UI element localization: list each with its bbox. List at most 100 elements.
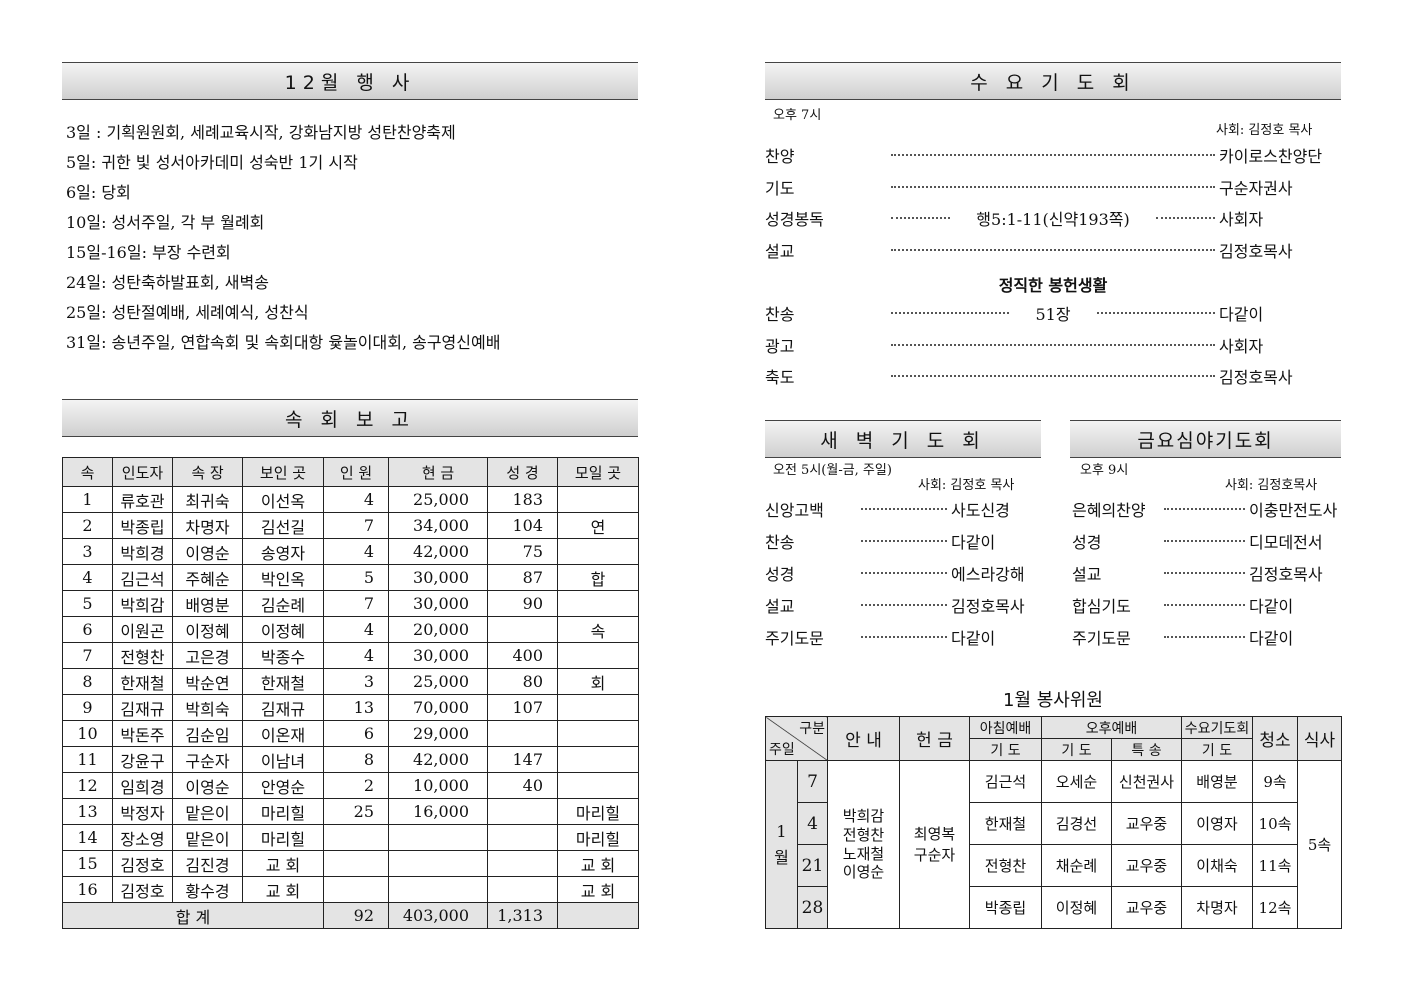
- cell: 전형찬: [112, 642, 173, 669]
- leader-dots: [891, 154, 1215, 156]
- event-item: 24일: 성탄축하발표회, 새벽송: [66, 273, 269, 292]
- order-item: 광고 사회자: [765, 334, 1341, 356]
- table-row: 5 박희감 배영분 김순례 7 30,000 90: [62, 590, 639, 617]
- cell: 황수경: [172, 876, 243, 903]
- cell: 6: [62, 616, 113, 643]
- h-morning: 아침예배: [969, 716, 1042, 739]
- order-label: 설교: [765, 241, 795, 261]
- leader-dots: [891, 248, 1215, 251]
- day-cell: 4: [797, 802, 828, 845]
- cell: 107: [487, 694, 558, 721]
- order-item: 주기도문 다같이: [765, 626, 1041, 648]
- cell: 마리힐: [242, 798, 324, 825]
- table-row: 6 이원곤 이정혜 이정혜 4 20,000 속: [62, 616, 639, 643]
- order-item: 신앙고백 사도신경: [765, 498, 1041, 520]
- table-row: 21 전형찬 채순례 교우중 이채숙 11속: [766, 844, 1342, 887]
- friday-time: 오후 9시: [1080, 463, 1129, 478]
- order-item: 성경 디모데전서: [1072, 530, 1341, 552]
- h-clean: 청소: [1252, 716, 1298, 761]
- order-label: 성경: [765, 565, 795, 584]
- order-label: 성경봉독: [765, 210, 824, 229]
- cell: 400: [487, 642, 558, 669]
- cell: 한재철: [242, 668, 324, 695]
- leader-dots: [1164, 636, 1245, 638]
- clean-cell: 10속: [1252, 802, 1298, 845]
- cell: 6: [323, 720, 389, 747]
- cell: 4: [323, 616, 389, 643]
- h-wed: 수요기도회: [1181, 716, 1253, 739]
- leader-dots: [861, 572, 947, 574]
- event-item: 5일: 귀한 빛 성서아카데미 성숙반 1기 시작: [66, 153, 358, 172]
- morning-cell: 박종립: [969, 886, 1042, 929]
- cell: 25,000: [388, 486, 488, 513]
- corner-cell: 구분 주일: [765, 716, 828, 761]
- order-item: 찬송 다같이: [765, 530, 1041, 552]
- col-header: 속: [62, 457, 113, 487]
- cell: 배영분: [172, 590, 243, 617]
- cell: [557, 746, 639, 773]
- cell: 구순자: [172, 746, 243, 773]
- cell: 5: [62, 590, 113, 617]
- cell: 이선옥: [242, 486, 324, 513]
- total-offering: 403,000: [388, 902, 488, 929]
- cell: 40: [487, 772, 558, 799]
- cell: 최귀숙: [172, 486, 243, 513]
- cell: 90: [487, 590, 558, 617]
- cell: 장소영: [112, 824, 173, 851]
- cell: 30,000: [388, 564, 488, 591]
- order-label: 주기도문: [765, 629, 824, 648]
- cell: [487, 876, 558, 903]
- cell: 이온재: [242, 720, 324, 747]
- cell: 마리힐: [557, 798, 639, 825]
- cell: 고은경: [172, 642, 243, 669]
- leader-dots: [891, 185, 1215, 188]
- service-table: 구분 주일 안 내 헌 금 아침예배 오후예배 수요기도회 청소 식사 기 도 기…: [765, 716, 1342, 929]
- table-row: 8 한재철 박순연 한재철 3 25,000 80 회: [62, 668, 639, 695]
- cell: 임희경: [112, 772, 173, 799]
- cell: 70,000: [388, 694, 488, 721]
- table-row: 1 월 7 박희감 전형찬 노재철 이영순 최영복 구순자 김근석 오세순 신천권사 배영분 9…: [765, 760, 1342, 929]
- cell: 이남녀: [242, 746, 324, 773]
- cell: 25,000: [388, 668, 488, 695]
- report-header: 속 회 보 고: [62, 399, 638, 437]
- cell: 15: [62, 850, 113, 877]
- order-item: 은혜의찬양 이충만전도사: [1072, 498, 1341, 520]
- order-person: 다같이: [951, 533, 996, 552]
- order-person: 다같이: [951, 629, 996, 648]
- order-label: 신앙고백: [765, 501, 824, 520]
- wed-header: 수 요 기 도 회: [765, 62, 1341, 100]
- cell: 김선길: [242, 512, 324, 539]
- cell: [388, 850, 488, 877]
- cell: 2: [323, 772, 389, 799]
- cell: 주혜순: [172, 564, 243, 591]
- event-item: 31일: 송년주일, 연합속회 및 속회대항 윷놀이대회, 송구영신예배: [66, 333, 501, 352]
- col-header: 현 금: [388, 457, 488, 487]
- dawn-host: 사회: 김정호 목사: [918, 478, 1015, 493]
- cell: 7: [323, 512, 389, 539]
- cell: 연: [557, 512, 639, 539]
- table-row: 3 박희경 이영순 송영자 4 42,000 75: [62, 538, 639, 565]
- cell: 2: [62, 512, 113, 539]
- cell: 42,000: [388, 538, 488, 565]
- leader-dots: [861, 636, 947, 638]
- cell: 안영순: [242, 772, 324, 799]
- clean-cell: 12속: [1252, 886, 1298, 929]
- wed-cell: 배영분: [1181, 760, 1253, 803]
- leader-dots: [1096, 312, 1215, 314]
- cell: 이영순: [172, 538, 243, 565]
- cell: 박돈주: [112, 720, 173, 747]
- cell: 183: [487, 486, 558, 513]
- cell: 속: [557, 616, 639, 643]
- special-cell: 교우중: [1111, 844, 1182, 887]
- meal-cell: 5속: [1297, 760, 1342, 929]
- cell: 13: [323, 694, 389, 721]
- order-person: 김정호목사: [1249, 565, 1323, 584]
- leader-dots: [1155, 217, 1216, 219]
- order-detail: 행5:1-11(신약193쪽): [976, 210, 1130, 229]
- wed-cell: 이채숙: [1181, 844, 1253, 887]
- cell: 29,000: [388, 720, 488, 747]
- cell: 박종립: [112, 512, 173, 539]
- special-cell: 신천권사: [1111, 760, 1182, 803]
- cell: 9: [62, 694, 113, 721]
- cell: 이정혜: [172, 616, 243, 643]
